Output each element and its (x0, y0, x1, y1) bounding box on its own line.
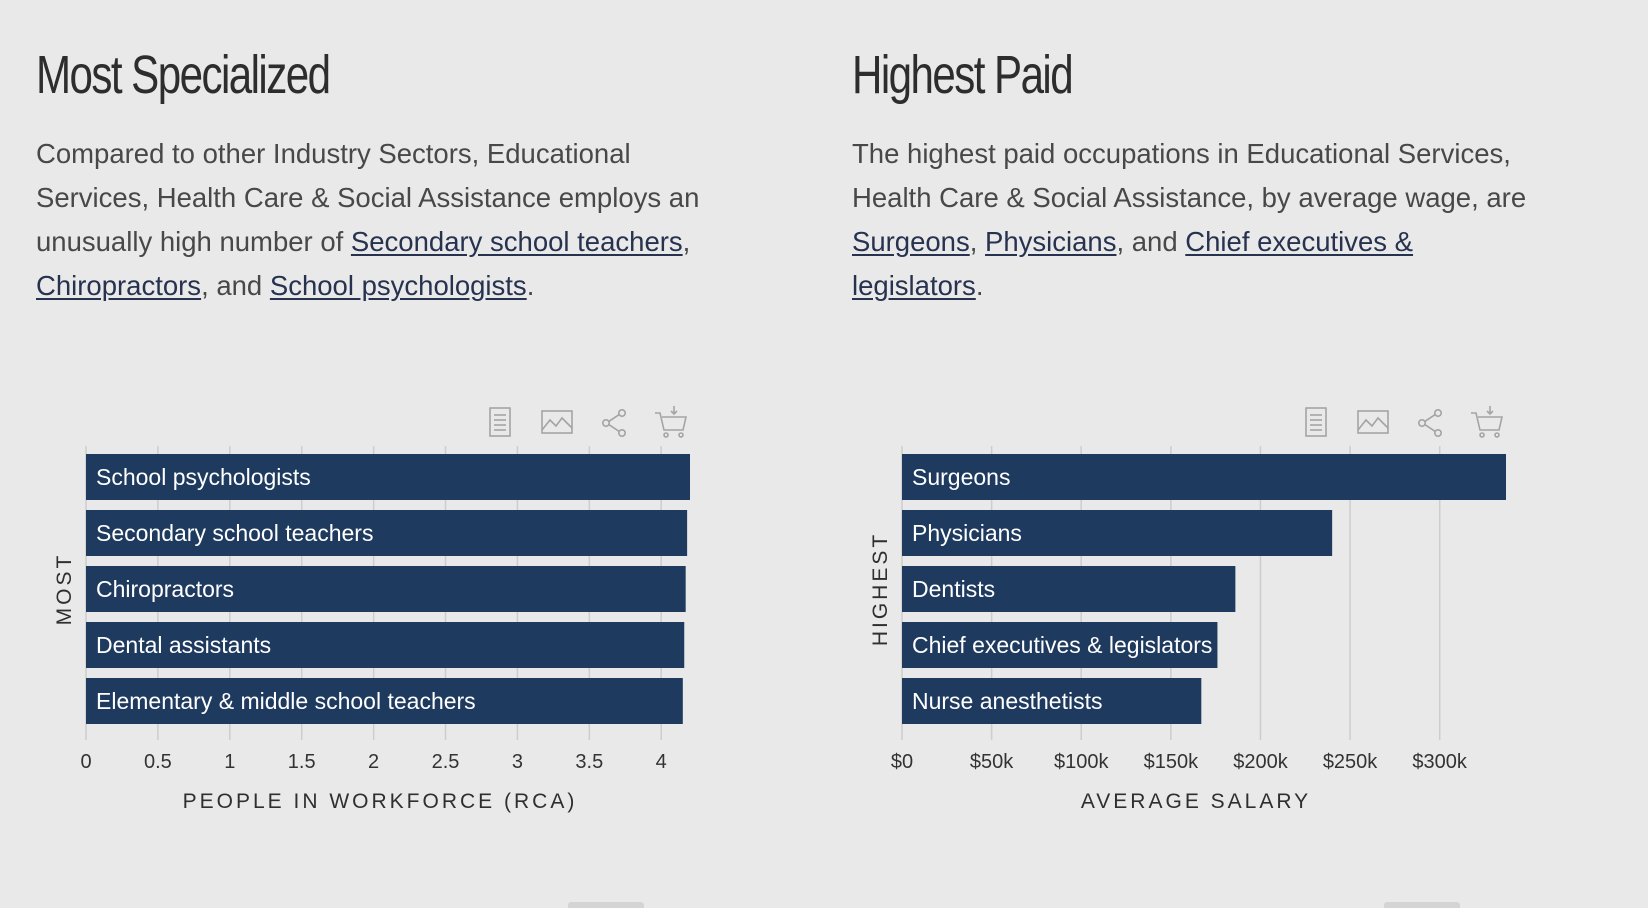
category-label: Physicians (912, 520, 1022, 546)
description-text: , (682, 226, 691, 257)
category-label: Chief executives & legislators (912, 632, 1212, 658)
document-button[interactable] (478, 400, 522, 444)
tick-label: $50k (970, 751, 1014, 773)
cart-download-icon (1471, 406, 1504, 438)
bars: Surgeons Physicians Dentists Chief executiv… (902, 454, 1506, 724)
bar-secondary-school-teachers[interactable] (86, 510, 688, 556)
share-icon (602, 409, 626, 437)
share-button[interactable] (592, 400, 636, 444)
tick-label: 4 (656, 751, 667, 773)
tick-label: $200k (1233, 751, 1288, 773)
tick-label: $150k (1144, 751, 1199, 773)
bar-surgeons[interactable] (902, 454, 1506, 500)
link-secondary-school-teachers[interactable]: Secondary school teachers (350, 226, 683, 257)
category-label: Surgeons (912, 464, 1010, 490)
most-specialized-section: Most Specialized Compared to other Indus… (0, 0, 760, 908)
tick-label: 3.5 (575, 751, 603, 773)
tick-label: 2 (368, 751, 379, 773)
category-label: Elementary & middle school teachers (96, 688, 476, 714)
side-label: MOST (53, 553, 76, 626)
description-text: . (526, 270, 535, 301)
description-text: , and (201, 270, 270, 301)
description-text: . (975, 270, 984, 301)
category-label: Nurse anesthetists (912, 688, 1102, 714)
section-description: The highest paid occupations in Educatio… (852, 132, 1552, 308)
category-label: Dental assistants (96, 632, 271, 658)
image-icon (1357, 410, 1389, 434)
category-label: Chiropractors (96, 576, 234, 602)
description-text: , (969, 226, 986, 257)
section-description: Compared to other Industry Sectors, Educ… (36, 132, 736, 308)
link-chiropractors[interactable]: Chiropractors (36, 270, 202, 301)
category-label: Secondary school teachers (96, 520, 373, 546)
x-axis-title: PEOPLE IN WORKFORCE (RCA) (183, 790, 578, 813)
x-axis-ticks: $0 $50k $100k $150k $200k $250k $300k (891, 751, 1468, 773)
description-text: The highest paid occupations in Educatio… (852, 138, 1527, 213)
category-label: Dentists (912, 576, 995, 602)
link-physicians[interactable]: Physicians (985, 226, 1117, 257)
scroll-handle[interactable] (568, 902, 644, 908)
image-button[interactable] (535, 400, 579, 444)
scroll-handle[interactable] (1384, 902, 1460, 908)
description-text: Compared to other Industry Sectors, Educ… (36, 138, 700, 257)
link-surgeons[interactable]: Surgeons (852, 226, 970, 257)
tick-label: 2.5 (432, 751, 460, 773)
tick-label: 0.5 (144, 751, 172, 773)
share-icon (1418, 409, 1442, 437)
image-button[interactable] (1351, 400, 1395, 444)
tick-label: 3 (512, 751, 523, 773)
tick-label: $250k (1323, 751, 1378, 773)
side-label: HIGHEST (869, 532, 892, 646)
tick-label: 1 (224, 751, 235, 773)
bar-dentists[interactable] (902, 566, 1236, 612)
cart-download-button[interactable] (649, 400, 693, 444)
section-title: Highest Paid (852, 45, 1074, 105)
image-icon (541, 410, 573, 434)
bar-chief-executives-and-legislators[interactable] (902, 622, 1218, 668)
description-text: , and (1116, 226, 1186, 257)
bar-chiropractors[interactable] (86, 566, 686, 612)
x-axis-title: AVERAGE SALARY (1081, 790, 1311, 813)
x-axis-ticks: 0 0.5 1 1.5 2 2.5 3 3.5 4 (80, 751, 666, 773)
cart-download-button[interactable] (1465, 400, 1509, 444)
bars: School psychologists Secondary school tea… (86, 454, 690, 724)
bar-nurse-anesthetists[interactable] (902, 678, 1202, 724)
bar-physicians[interactable] (902, 510, 1333, 556)
document-button[interactable] (1294, 400, 1338, 444)
cart-download-icon (655, 406, 688, 438)
tick-label: $300k (1412, 751, 1467, 773)
bar-dental-assistants[interactable] (86, 622, 685, 668)
link-chief-executives-and-legislators[interactable]: Chief executives & legislators (852, 226, 1414, 301)
share-button[interactable] (1408, 400, 1452, 444)
rca-bar-chart: School psychologists Secondary school tea… (53, 446, 690, 813)
tick-label: $0 (891, 751, 913, 773)
bar-elementary-and-middle-school-teachers[interactable] (86, 678, 683, 724)
section-title: Most Specialized (36, 45, 331, 105)
link-school-psychologists[interactable]: School psychologists (269, 270, 527, 301)
document-icon (1305, 407, 1327, 437)
salary-bar-chart: Surgeons Physicians Dentists Chief executiv… (869, 446, 1506, 813)
tick-label: 1.5 (288, 751, 316, 773)
highest-paid-section: Highest Paid The highest paid occupation… (816, 0, 1576, 908)
document-icon (489, 407, 511, 437)
tick-label: 0 (80, 751, 91, 773)
category-label: School psychologists (96, 464, 311, 490)
tick-label: $100k (1054, 751, 1109, 773)
bar-school-psychologists[interactable] (86, 454, 690, 500)
